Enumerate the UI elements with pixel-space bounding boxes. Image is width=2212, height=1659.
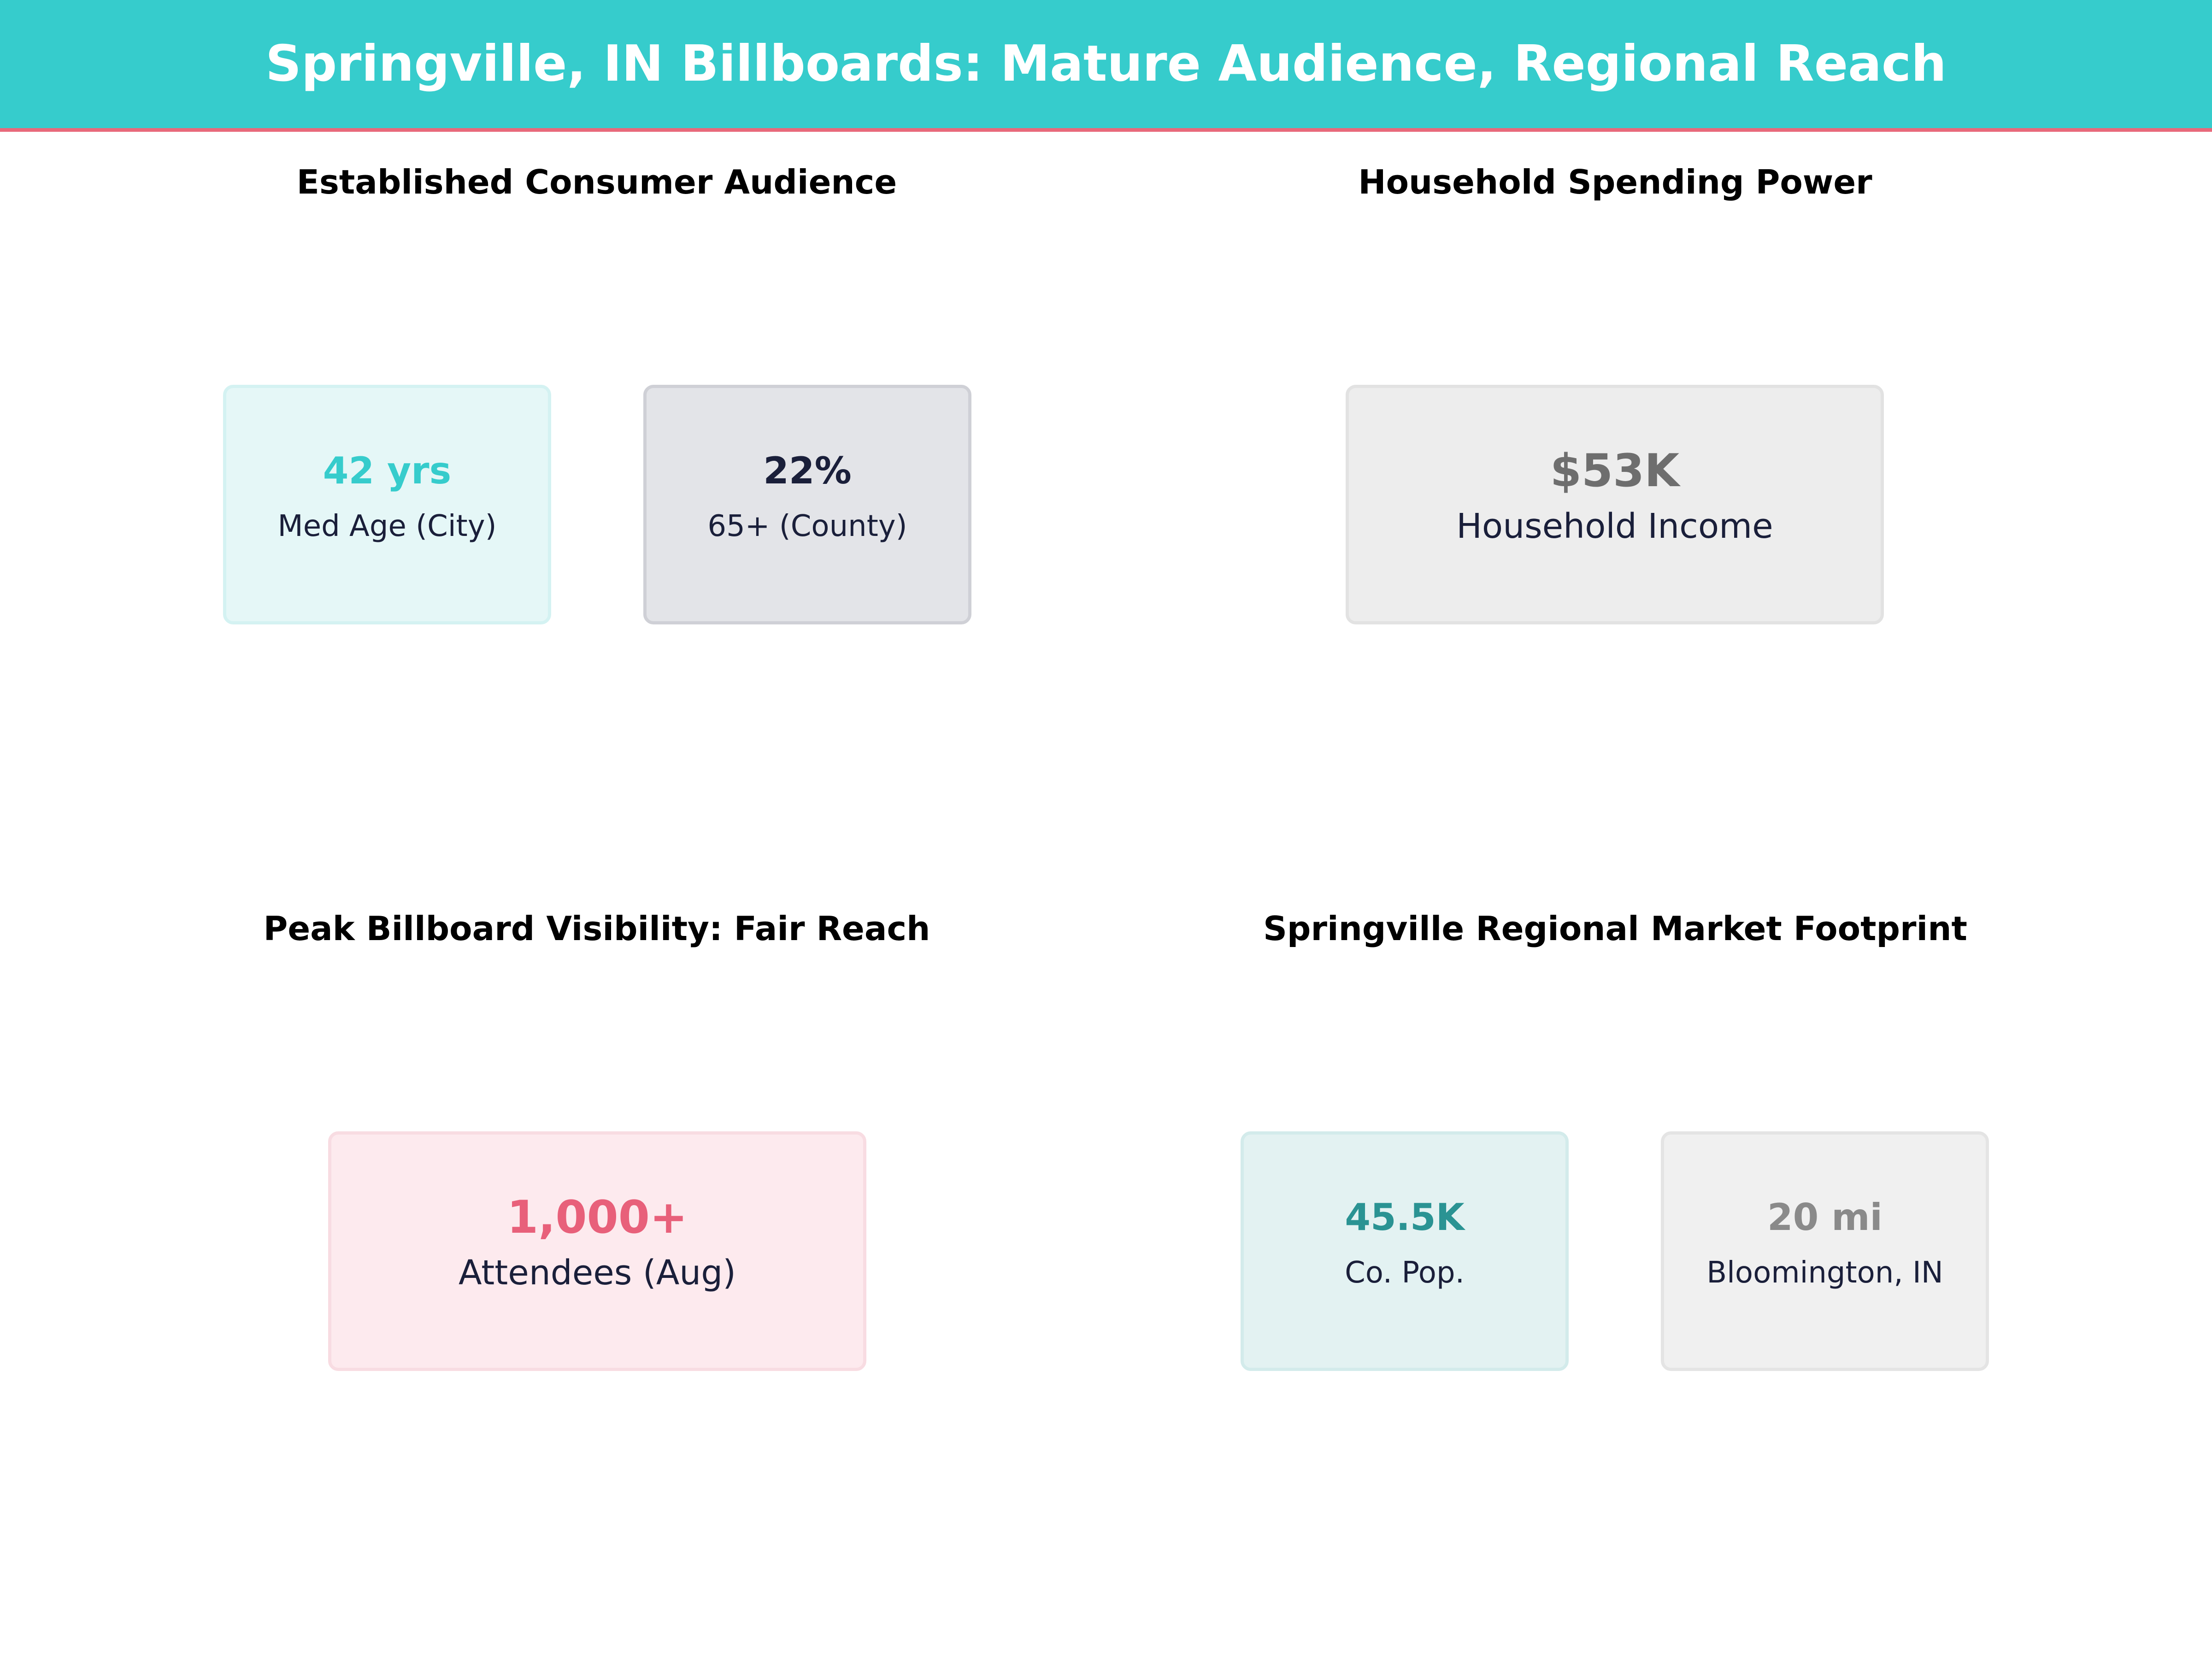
stat-value: 20 mi [1767,1196,1883,1239]
stat-value: 1,000+ [506,1191,688,1244]
stat-card-distance-bloomington: 20 mi Bloomington, IN [1661,1131,1989,1371]
stat-value: 42 yrs [323,449,452,492]
stat-label: 65+ (County) [707,509,907,543]
stat-label: Co. Pop. [1345,1256,1465,1290]
stat-card-fair-attendees: 1,000+ Attendees (Aug) [328,1131,866,1371]
stat-label: Bloomington, IN [1706,1256,1943,1290]
page-header: Springville, IN Billboards: Mature Audie… [0,0,2212,132]
stat-value: 45.5K [1345,1196,1465,1239]
stat-card-seniors-share: 22% 65+ (County) [643,385,971,624]
stat-value: $53K [1550,445,1680,497]
panel-title-spending: Household Spending Power [1358,163,1872,201]
stat-card-household-income: $53K Household Income [1346,385,1884,624]
stat-label: Household Income [1456,506,1773,546]
stat-card-median-age: 42 yrs Med Age (City) [223,385,551,624]
stat-card-county-population: 45.5K Co. Pop. [1241,1131,1569,1371]
stat-value: 22% [763,449,852,492]
panel-title-audience: Established Consumer Audience [296,163,897,201]
page-title: Springville, IN Billboards: Mature Audie… [265,35,1947,93]
stat-label: Attendees (Aug) [458,1253,736,1293]
panel-title-footprint: Springville Regional Market Footprint [1263,909,1967,948]
stat-label: Med Age (City) [277,509,497,543]
panel-title-visibility: Peak Billboard Visibility: Fair Reach [263,909,930,948]
